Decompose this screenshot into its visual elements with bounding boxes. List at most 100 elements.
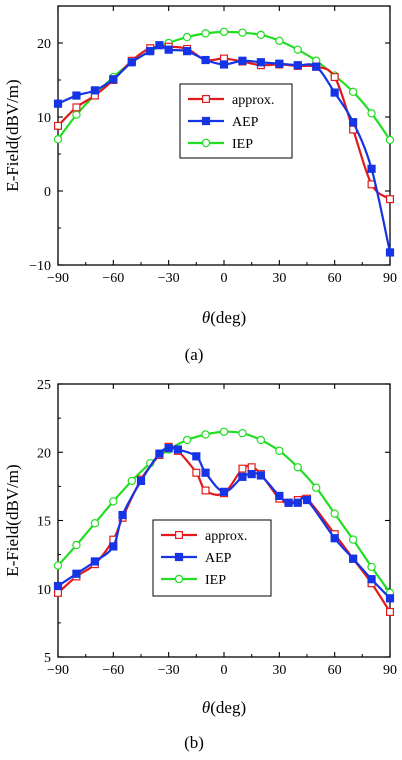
legend-label: AEP (232, 115, 259, 130)
data-point (192, 468, 201, 477)
data-point (72, 110, 81, 119)
y-tick-label: 0 (44, 185, 51, 200)
data-point (53, 121, 62, 130)
data-point (109, 75, 118, 84)
data-point (386, 607, 395, 616)
y-axis-label: E-Field(dBV/m) (3, 464, 22, 576)
data-point (385, 594, 395, 603)
legend-marker (174, 552, 184, 562)
data-point (53, 581, 63, 591)
data-point (256, 471, 265, 480)
y-tick-label: 20 (37, 446, 51, 461)
data-point (293, 61, 302, 70)
y-axis-label: E-Field(dBV/m) (3, 79, 22, 191)
data-point (127, 58, 136, 67)
data-point (247, 463, 256, 472)
x-tick-label: −60 (102, 663, 124, 678)
data-point (367, 562, 376, 572)
legend-marker (174, 574, 184, 584)
data-point (238, 56, 247, 65)
data-point (275, 36, 284, 45)
data-point (164, 45, 173, 54)
data-point (53, 561, 63, 570)
data-point (219, 427, 229, 436)
data-point (201, 430, 210, 439)
x-tick-label: −30 (158, 663, 180, 678)
data-point (201, 55, 210, 65)
legend-label: IEP (232, 137, 253, 152)
x-tick-label: 30 (272, 663, 286, 678)
data-point (118, 510, 127, 520)
data-point (312, 483, 321, 492)
legend-marker (201, 138, 211, 148)
x-tick-label: 0 (221, 663, 228, 678)
data-point (136, 476, 146, 486)
legend-marker (175, 530, 184, 539)
panel-caption: (b) (184, 733, 204, 752)
data-point (72, 569, 81, 578)
data-point (386, 195, 395, 204)
x-tick-label: 90 (383, 271, 397, 286)
data-point (275, 491, 284, 501)
data-point (72, 540, 81, 550)
data-point (219, 487, 229, 496)
x-tick-label: −90 (47, 663, 69, 678)
x-tick-label: 30 (272, 271, 286, 286)
x-tick-label: −60 (102, 271, 124, 286)
data-point (201, 29, 210, 38)
data-point (330, 88, 339, 97)
chart-panel-b: −90 −60 −30 0 30 60 90 5 10 15 20 25 θ(deg) E-Field(d… (3, 378, 397, 752)
data-point (155, 41, 164, 50)
data-point (293, 498, 302, 507)
data-point (201, 468, 210, 477)
y-tick-label: 25 (37, 378, 51, 393)
data-point (330, 534, 339, 543)
data-point (367, 109, 376, 118)
data-point (367, 575, 376, 584)
x-tick-label: 0 (221, 271, 228, 286)
data-point (330, 73, 339, 82)
data-point (53, 134, 63, 144)
data-point (293, 45, 302, 54)
data-point (72, 91, 81, 100)
data-point (72, 103, 81, 112)
y-tick-label: 20 (37, 37, 51, 52)
data-point (192, 452, 201, 461)
data-point (173, 445, 182, 454)
y-tick-label: 15 (37, 515, 51, 530)
x-axis-label: θ(deg) (202, 698, 246, 717)
data-point (256, 435, 266, 445)
x-tick-label: 60 (328, 271, 342, 286)
y-tick-label: 5 (44, 651, 51, 666)
data-point (256, 30, 266, 40)
x-tick-label: 90 (383, 663, 397, 678)
data-point (182, 32, 192, 42)
data-point (348, 87, 358, 97)
data-point (275, 59, 284, 68)
legend-marker (202, 94, 211, 103)
x-tick-label: −30 (158, 271, 180, 286)
data-point (302, 495, 312, 505)
y-tick-label: −10 (29, 259, 51, 274)
legend: approx. AEP IEP (152, 519, 272, 597)
data-point (312, 62, 321, 71)
data-point (238, 28, 247, 37)
data-point (219, 27, 229, 37)
data-point (53, 99, 63, 108)
data-point (330, 509, 339, 518)
legend-label: IEP (205, 573, 226, 588)
data-point (201, 486, 210, 495)
data-point (349, 554, 358, 563)
data-point (182, 435, 192, 445)
data-point (127, 476, 136, 486)
data-point (367, 164, 376, 173)
data-point (90, 519, 100, 528)
data-point (219, 60, 229, 69)
data-point (53, 588, 62, 597)
data-point (256, 58, 265, 67)
chart-panel-a: −90 −60 −30 0 30 60 90 −10 0 10 20 θ(deg) E-Field(dB… (3, 5, 397, 364)
y-tick-label: 10 (37, 111, 51, 126)
x-axis-label: θ(deg) (202, 308, 246, 327)
legend: approx. AEP IEP (179, 83, 293, 159)
